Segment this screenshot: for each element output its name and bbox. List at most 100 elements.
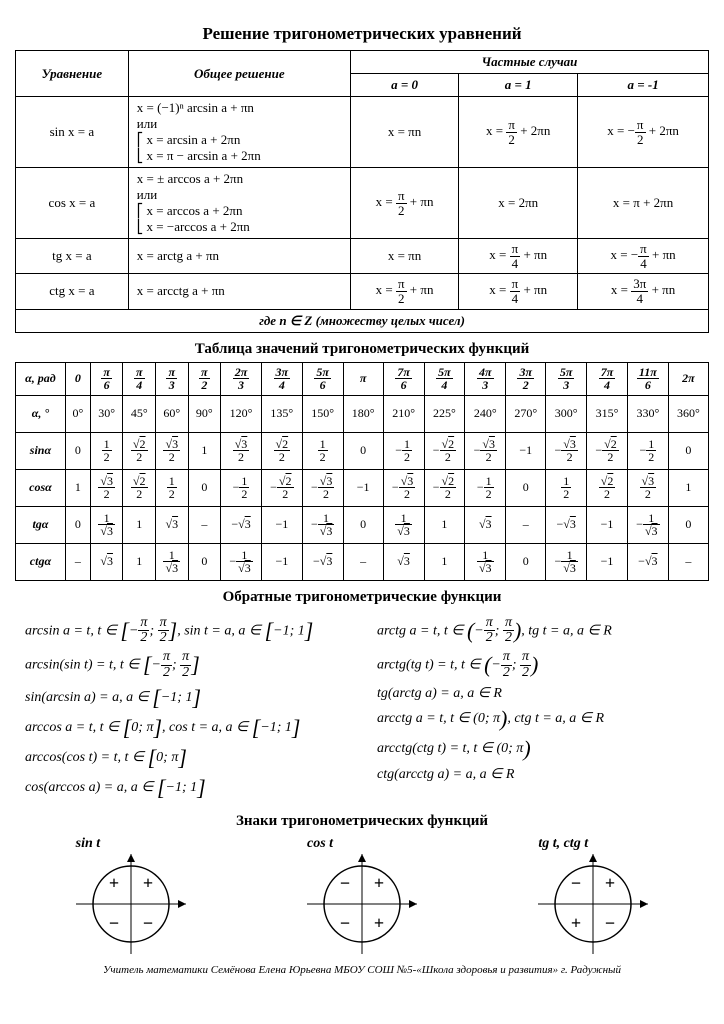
svg-text:+: + <box>109 873 119 893</box>
val-cell: −√22 <box>587 432 628 469</box>
val-cell: 12 <box>546 469 587 506</box>
val-cell: −12 <box>221 469 262 506</box>
val-cell: 0 <box>506 543 546 580</box>
angle-deg: 0° <box>65 395 90 432</box>
title-values: Таблица значений тригонометрических функ… <box>15 341 709 358</box>
angle-rad: π6 <box>90 362 123 395</box>
val-cell: −√3 <box>546 506 587 543</box>
val-cell: −1 <box>261 543 302 580</box>
val-cell: √22 <box>261 432 302 469</box>
gen-cell: x = (−1)ⁿ arcsin a + πnили⎡ x = arcsin a… <box>128 97 350 168</box>
inverse-line: arcctg(ctg t) = t, t ∈ (0; π) <box>377 736 699 762</box>
svg-text:−: − <box>340 913 350 933</box>
gen-cell: x = arctg a + πn <box>128 239 350 274</box>
val-cell: 1 <box>123 543 156 580</box>
val-cell: −1√3 <box>627 506 668 543</box>
val-cell: 12 <box>156 469 189 506</box>
case-am1: x = 3π4 + πn <box>578 274 709 309</box>
th-eq: Уравнение <box>16 51 129 97</box>
val-row-label: tgα <box>16 506 66 543</box>
eq-cell: ctg x = a <box>16 274 129 309</box>
val-cell: √32 <box>221 432 262 469</box>
gen-cell: x = arcctg a + πn <box>128 274 350 309</box>
angle-rad: 3π4 <box>261 362 302 395</box>
inverse-line: sin(arcsin a) = a, a ∈ [−1; 1] <box>25 685 347 711</box>
val-row-label: cosα <box>16 469 66 506</box>
inverse-line: arcctg a = t, t ∈ (0; π), ctg t = a, a ∈… <box>377 706 699 732</box>
val-cell: √22 <box>123 432 156 469</box>
val-cell: 1√3 <box>465 543 506 580</box>
val-cell: 1 <box>424 543 465 580</box>
th-cases: Частные случаи <box>350 51 708 74</box>
equations-table: Уравнение Общее решение Частные случаи a… <box>15 50 709 333</box>
case-a1: x = π4 + πn <box>459 239 578 274</box>
angle-deg: 315° <box>587 395 628 432</box>
val-cell: −√32 <box>383 469 424 506</box>
svg-text:+: + <box>571 913 581 933</box>
title-signs: Знаки тригонометрических функций <box>15 813 709 830</box>
angle-deg: 45° <box>123 395 156 432</box>
val-cell: −1 <box>343 469 383 506</box>
angle-rad: 7π4 <box>587 362 628 395</box>
angle-rad: 5π6 <box>302 362 343 395</box>
case-a0: x = πn <box>350 239 458 274</box>
val-cell: √22 <box>587 469 628 506</box>
angle-rad: 5π3 <box>546 362 587 395</box>
val-cell: – <box>65 543 90 580</box>
values-table: α, рад0π6π4π3π22π33π45π6π7π65π44π33π25π3… <box>15 362 709 581</box>
angle-rad: π4 <box>123 362 156 395</box>
angle-rad: π3 <box>156 362 189 395</box>
val-cell: √22 <box>123 469 156 506</box>
val-cell: √32 <box>90 469 123 506</box>
val-cell: 1√3 <box>156 543 189 580</box>
val-cell: 0 <box>506 469 546 506</box>
angle-rad: 4π3 <box>465 362 506 395</box>
inverse-line: arcsin a = t, t ∈ [−π2; π2], sin t = a, … <box>25 616 347 646</box>
sign-label: cos t <box>307 836 417 852</box>
angle-rad: π <box>343 362 383 395</box>
angle-deg: 360° <box>668 395 708 432</box>
val-cell: 1√3 <box>383 506 424 543</box>
angle-deg: 210° <box>383 395 424 432</box>
th-deg: α, ° <box>16 395 66 432</box>
angle-rad: 3π2 <box>506 362 546 395</box>
eq-cell: cos x = a <box>16 168 129 239</box>
angle-rad: 2π3 <box>221 362 262 395</box>
val-cell: 1 <box>65 469 90 506</box>
angle-deg: 60° <box>156 395 189 432</box>
sign-diagram: sin t++−− <box>76 836 186 958</box>
angle-deg: 30° <box>90 395 123 432</box>
eq-footnote: где n ∈ Z (множеству целых чисел) <box>16 309 709 332</box>
th-a0: a = 0 <box>350 74 458 97</box>
svg-text:−: − <box>143 913 153 933</box>
val-cell: −√32 <box>546 432 587 469</box>
val-cell: 12 <box>302 432 343 469</box>
val-cell: √3 <box>90 543 123 580</box>
case-a0: x = π2 + πn <box>350 274 458 309</box>
svg-text:−: − <box>340 873 350 893</box>
svg-text:−: − <box>605 913 615 933</box>
val-cell: −√22 <box>424 432 465 469</box>
val-cell: −1 <box>506 432 546 469</box>
th-a1: a = 1 <box>459 74 578 97</box>
val-cell: √3 <box>156 506 189 543</box>
footer-credit: Учитель математики Семёнова Елена Юрьевн… <box>15 964 709 976</box>
inverse-line: cos(arccos a) = a, a ∈ [−1; 1] <box>25 775 347 801</box>
val-cell: – <box>506 506 546 543</box>
sign-label: tg t, ctg t <box>538 836 648 852</box>
angle-deg: 135° <box>261 395 302 432</box>
val-cell: 0 <box>343 506 383 543</box>
val-cell: −√3 <box>627 543 668 580</box>
val-row-label: sinα <box>16 432 66 469</box>
val-cell: −12 <box>627 432 668 469</box>
val-cell: −12 <box>383 432 424 469</box>
inverse-line: arccos a = t, t ∈ [0; π], cos t = a, a ∈… <box>25 715 347 741</box>
svg-text:−: − <box>571 873 581 893</box>
val-cell: 1 <box>668 469 708 506</box>
unit-circle-icon: −++− <box>538 854 648 954</box>
case-a0: x = π2 + πn <box>350 168 458 239</box>
case-am1: x = −π4 + πn <box>578 239 709 274</box>
val-cell: 1 <box>188 432 221 469</box>
val-cell: √32 <box>156 432 189 469</box>
angle-deg: 240° <box>465 395 506 432</box>
